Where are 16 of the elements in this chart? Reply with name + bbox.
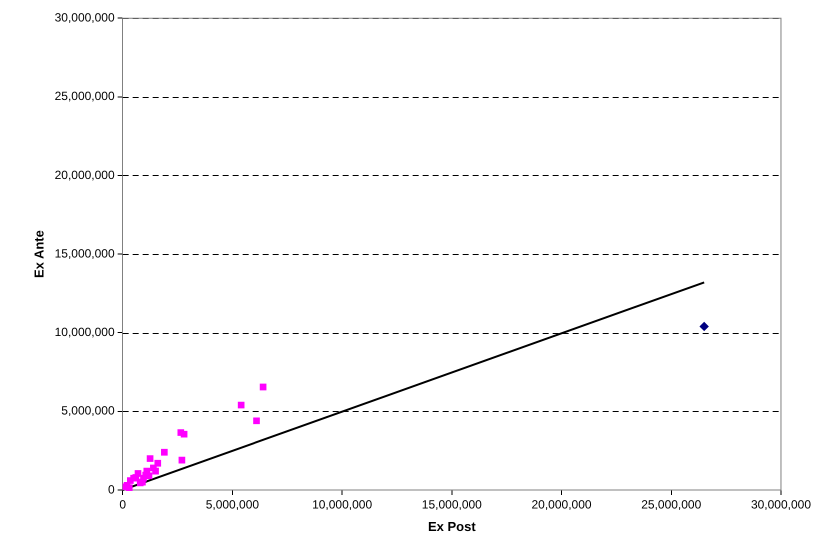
x-tick-label: 30,000,000 [750, 498, 812, 512]
x-tick-label: 25,000,000 [641, 498, 702, 512]
y-tick-label: 20,000,000 [54, 168, 115, 182]
x-tick-label: 10,000,000 [312, 498, 372, 512]
x-tick-label: 15,000,000 [422, 498, 482, 512]
y-tick-label: 25,000,000 [54, 89, 115, 104]
x-axis-title: Ex Post [428, 518, 476, 534]
y-tick-label: 15,000,000 [54, 246, 115, 260]
x-tick-label: 0 [119, 498, 126, 512]
y-tick-label: 5,000,000 [61, 404, 115, 418]
x-tick-label: 5,000,000 [206, 498, 260, 512]
y-axis-title: Ex Ante [31, 230, 46, 278]
y-tick-label: 30,000,000 [54, 10, 115, 25]
y-tick-label: 0 [108, 482, 115, 496]
y-tick-label: 10,000,000 [54, 325, 115, 340]
x-tick-label: 20,000,000 [532, 498, 592, 512]
